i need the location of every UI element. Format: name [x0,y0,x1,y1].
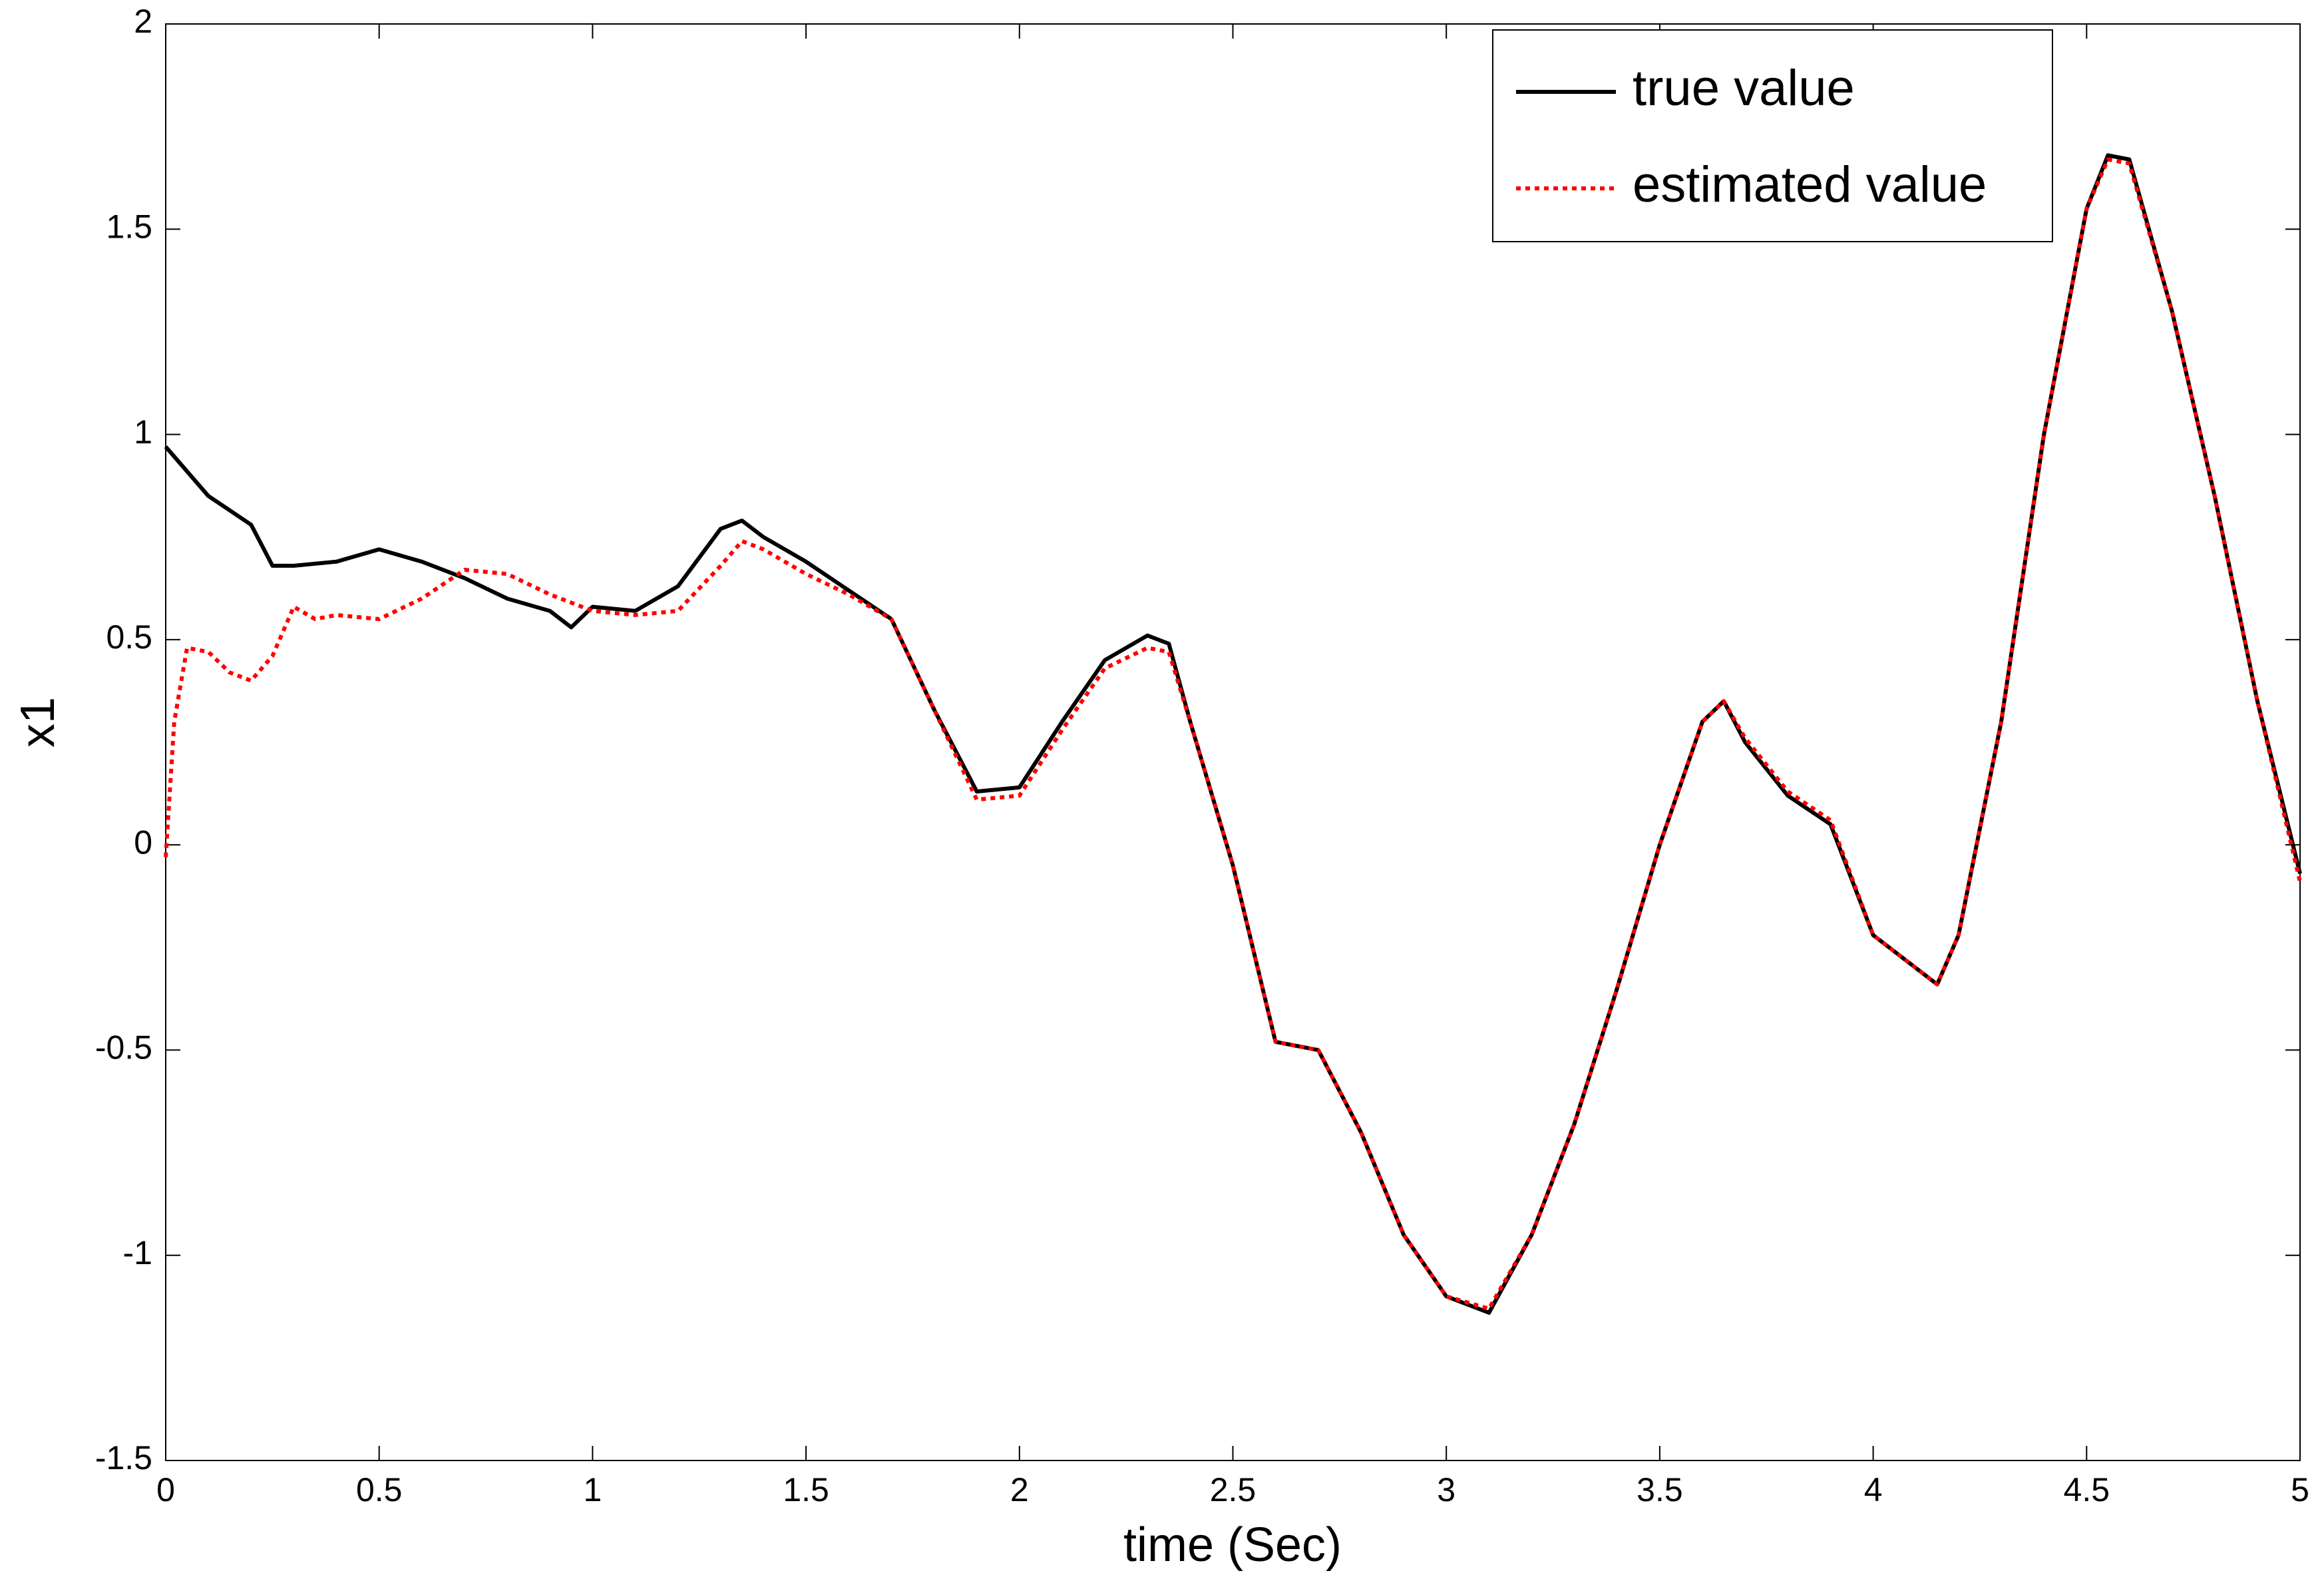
x-tick-label: 3.5 [1637,1471,1683,1508]
series-line [164,157,2302,1311]
y-tick-label: 1 [134,413,152,451]
y-tick-label: 0.5 [106,618,152,656]
y-tick-label: -0.5 [95,1029,152,1066]
x-tick-label: 4 [1864,1471,1883,1508]
y-tick-label: 1.5 [106,208,152,245]
x-tick-label: 1.5 [783,1471,829,1508]
legend-box [1492,29,2053,242]
x-tick-label: 2.5 [1210,1471,1257,1508]
legend-label: true value [1633,60,1855,116]
x-tick-label: 4.5 [2064,1471,2110,1508]
legend-label: estimated value [1633,156,1987,213]
y-tick-label: 2 [134,3,152,40]
x-tick-label: 0 [156,1471,175,1508]
y-tick-label: 0 [134,823,152,861]
x-tick-label: 5 [2291,1471,2309,1508]
plot-frame [165,23,2301,1461]
x-axis-label: time (Sec) [1123,1518,1342,1572]
x-tick-label: 3 [1437,1471,1455,1508]
y-tick-label: -1 [123,1234,152,1271]
y-tick-label: -1.5 [95,1439,152,1476]
x-tick-label: 0.5 [356,1471,403,1508]
x-tick-label: 2 [1010,1471,1029,1508]
y-axis-label: x1 [11,697,65,748]
x-tick-label: 1 [583,1471,602,1508]
